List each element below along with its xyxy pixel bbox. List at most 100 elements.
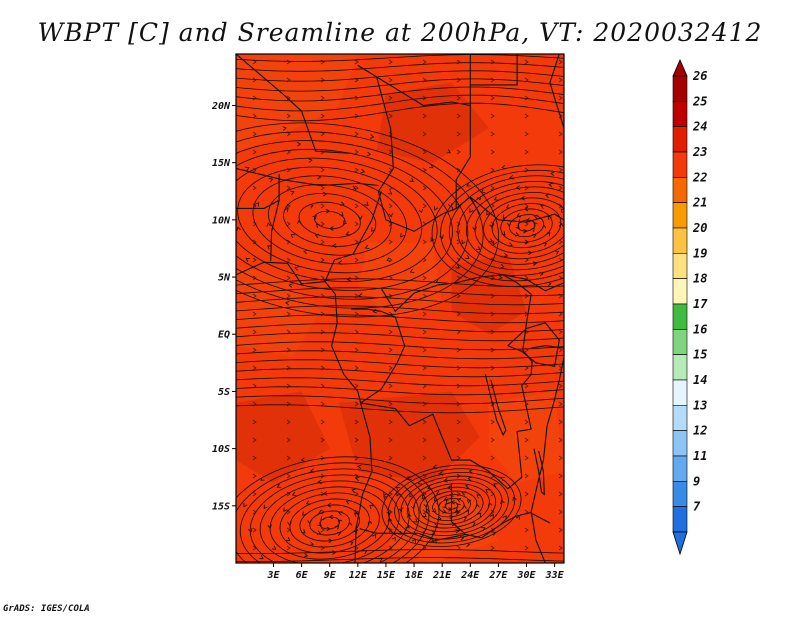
streamline-arrow — [485, 489, 490, 494]
streamline-arrow — [320, 347, 325, 353]
streamline-arrow — [286, 185, 291, 191]
streamline-arrow — [388, 473, 393, 479]
streamline-arrow — [422, 185, 427, 191]
streamline-arrow — [388, 419, 393, 425]
streamline-arrow — [346, 276, 352, 282]
streamline-arrow — [524, 419, 529, 425]
colorbar-swatch — [672, 75, 688, 102]
streamline-arrow — [422, 491, 427, 497]
streamline-arrow — [259, 555, 264, 560]
colorbar-swatch — [672, 480, 688, 507]
colorbar-swatch — [672, 202, 688, 229]
streamline-arrow — [388, 95, 393, 101]
colorbar-label: 16 — [693, 322, 707, 336]
streamline-arrow — [409, 268, 415, 273]
streamline-arrow — [252, 473, 257, 479]
gyre-streamline — [289, 498, 370, 548]
colorbar-swatch — [672, 354, 688, 381]
streamline-arrow — [431, 508, 437, 513]
streamline-zonal — [236, 78, 564, 92]
streamline-arrow — [328, 538, 333, 544]
streamline-arrow — [548, 182, 553, 188]
streamline-arrow — [524, 185, 529, 191]
gyre-streamline — [483, 197, 564, 254]
streamline-arrow — [286, 437, 291, 443]
streamline-arrow — [248, 528, 253, 533]
streamline-arrow — [320, 275, 325, 281]
streamline-arrow — [388, 59, 393, 65]
streamline-arrow — [524, 59, 529, 65]
streamline-arrow — [524, 257, 529, 263]
streamline-arrow — [554, 250, 560, 255]
streamline-arrow — [409, 177, 414, 182]
streamline-arrow — [357, 464, 362, 470]
streamline-arrow — [465, 510, 470, 515]
colorbar-label: 21 — [692, 196, 707, 210]
streamline-arrow — [456, 437, 461, 443]
gyre-streamline — [283, 193, 377, 247]
country-border — [376, 76, 481, 232]
streamline-arrow — [286, 491, 291, 497]
streamline-arrow — [354, 275, 359, 281]
streamline-arrow — [455, 264, 460, 269]
streamline-arrow — [468, 469, 474, 474]
streamline-arrow — [594, 183, 598, 186]
streamline-arrow — [320, 455, 325, 461]
streamline-arrow — [516, 213, 521, 218]
streamline-arrow — [320, 509, 325, 515]
streamline-arrow — [547, 281, 552, 287]
streamline-arrow — [286, 239, 291, 245]
streamline-arrow — [465, 254, 470, 259]
streamline-arrow — [488, 238, 493, 243]
streamline-arrow — [354, 167, 359, 173]
streamline-arrow — [422, 365, 427, 371]
streamline-arrow — [354, 365, 359, 371]
streamline-arrow — [287, 521, 292, 526]
streamline-arrow — [286, 59, 291, 65]
streamline-arrow — [286, 329, 291, 335]
streamline-arrow — [498, 275, 503, 280]
gyre-streamline — [269, 486, 390, 560]
field-patch — [236, 391, 330, 483]
colorbar-swatch — [672, 404, 688, 431]
streamline-arrow — [296, 141, 302, 147]
streamline-arrow — [530, 227, 535, 232]
streamline-arrow — [524, 473, 529, 479]
streamline-arrow — [539, 271, 544, 277]
streamline-arrow — [467, 476, 472, 482]
streamline-arrow — [252, 149, 257, 155]
streamline-arrow — [383, 491, 388, 497]
lon-tick-label: 18E — [405, 570, 424, 581]
gyre-streamline — [259, 480, 400, 563]
streamline-arrow — [558, 437, 563, 443]
streamline-arrow — [317, 174, 322, 180]
streamline-arrow — [524, 149, 529, 155]
streamline-arrow — [490, 347, 495, 353]
gyre-streamline — [236, 131, 484, 309]
streamline-arrow — [301, 529, 306, 534]
streamline-arrow — [266, 222, 271, 227]
country-border — [236, 167, 379, 187]
country-border — [236, 199, 280, 209]
gyre-streamline — [252, 175, 407, 265]
streamline-arrow — [466, 182, 471, 187]
streamline-arrow — [286, 113, 291, 119]
country-border — [507, 322, 560, 367]
streamline-arrow — [558, 347, 563, 353]
streamline-arrow — [456, 503, 461, 508]
streamline-arrow — [388, 383, 393, 389]
streamline-arrow — [337, 519, 342, 524]
streamline-arrow — [429, 164, 434, 169]
streamline-arrow — [422, 455, 427, 461]
streamline-arrow — [326, 502, 332, 508]
colorbar-swatch — [672, 506, 688, 533]
streamline-arrow — [252, 293, 257, 299]
streamline-arrow — [432, 464, 438, 469]
streamline-arrow — [520, 195, 525, 201]
country-border — [484, 374, 507, 437]
streamline-arrow — [558, 401, 563, 407]
streamline-arrow — [449, 492, 454, 498]
streamline-arrow — [524, 95, 529, 101]
country-border — [531, 345, 564, 349]
streamline-arrow — [354, 203, 359, 209]
